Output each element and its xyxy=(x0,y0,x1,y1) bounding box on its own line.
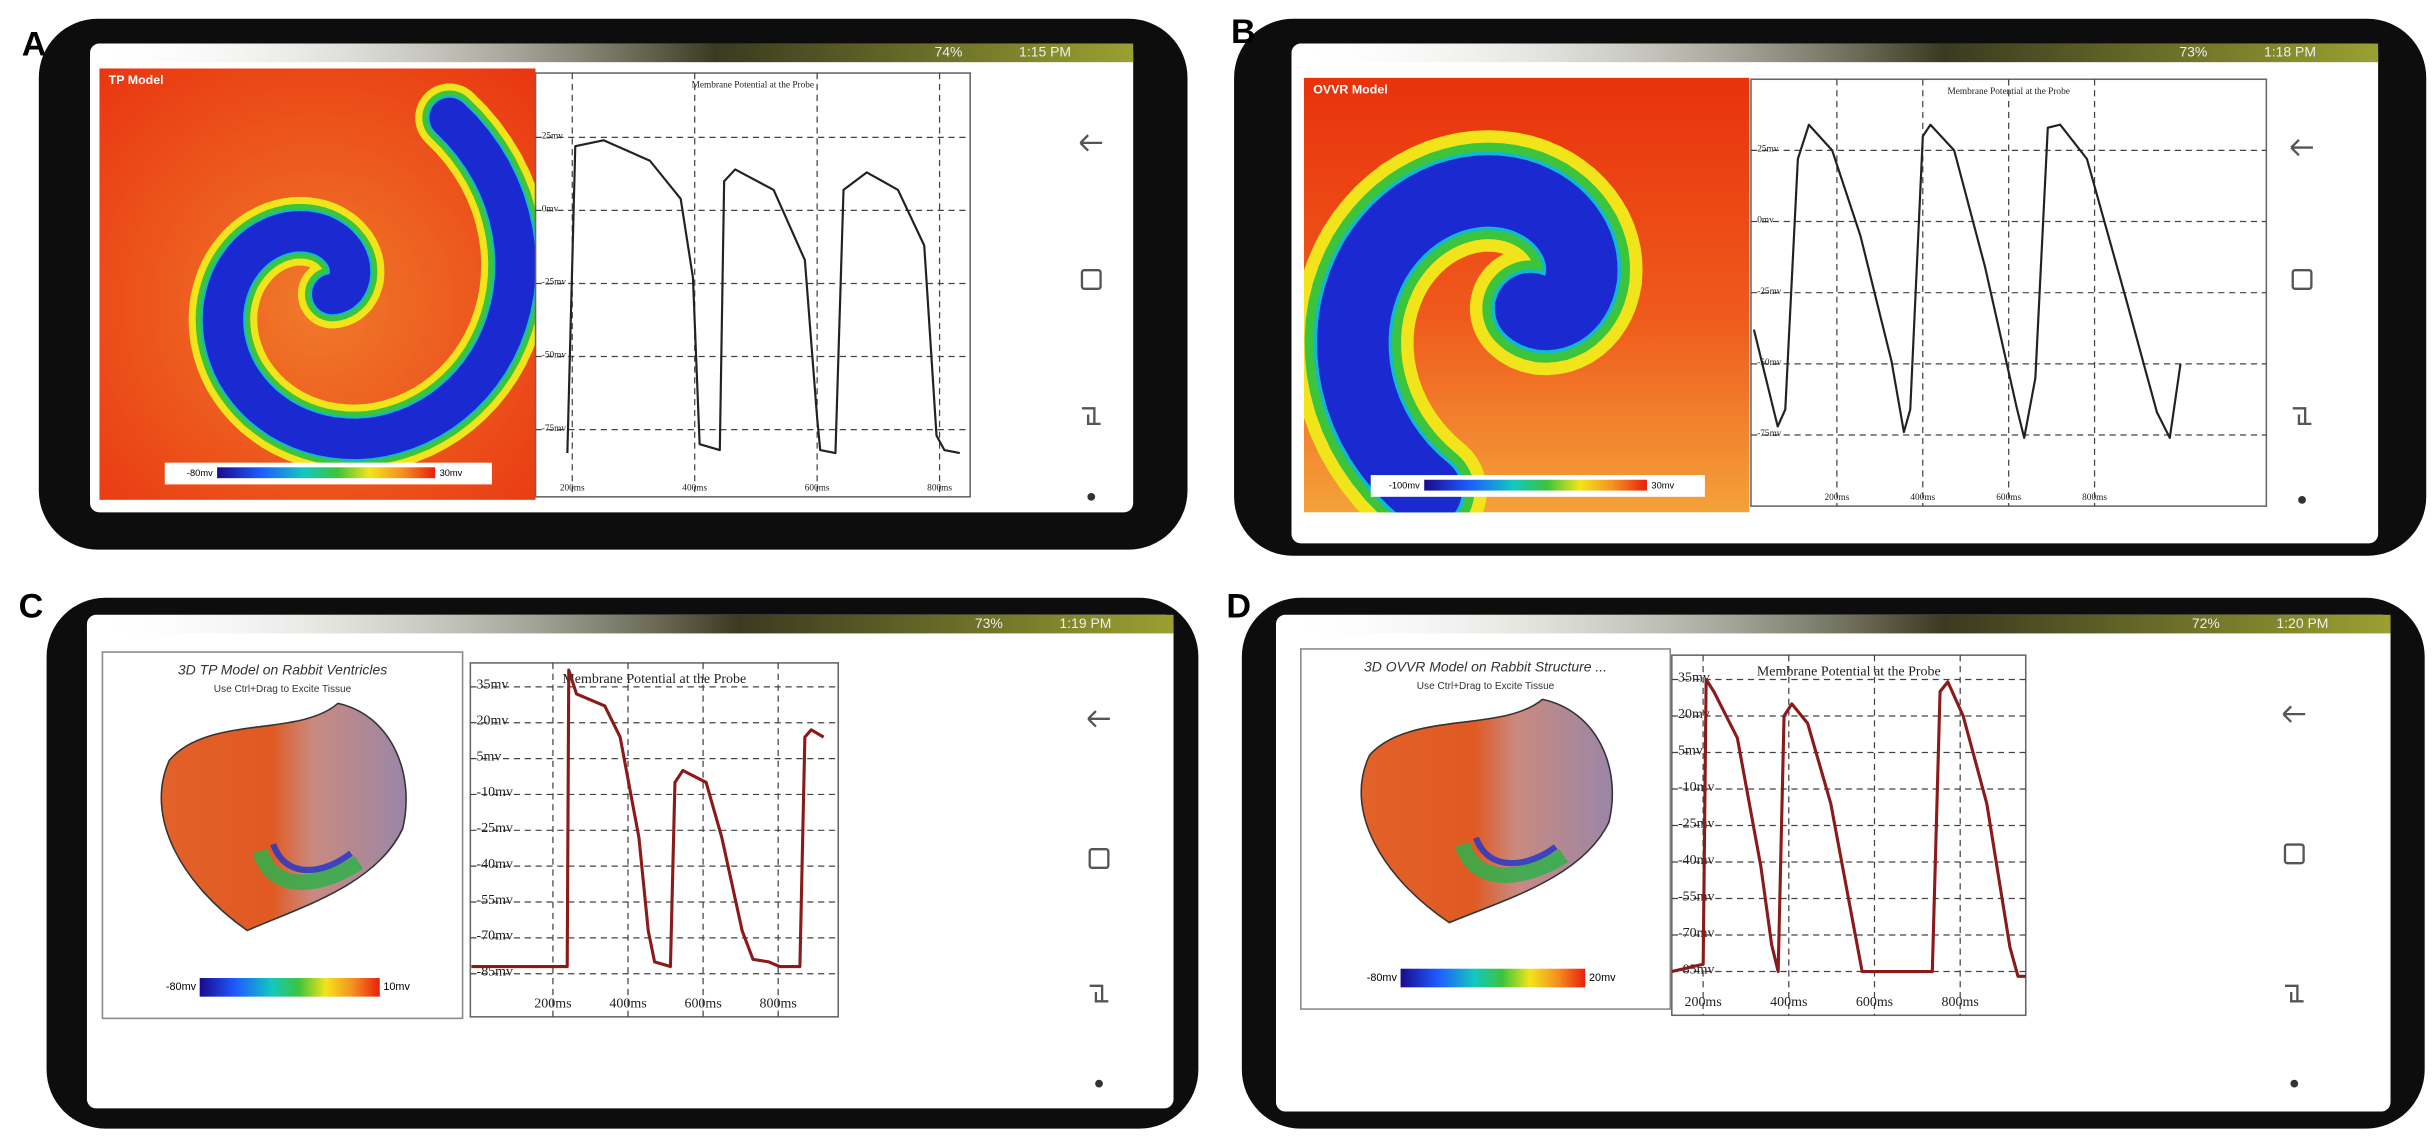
colorbar-max: 10mv xyxy=(383,981,410,993)
x-tick-label: 400ms xyxy=(682,484,707,494)
x-tick-label: 400ms xyxy=(1910,493,1935,503)
status-battery: 72% xyxy=(2192,615,2220,631)
panel-label: C xyxy=(19,588,44,626)
status-time: 1:19 PM xyxy=(1059,615,1111,631)
y-tick-label: -25mv xyxy=(477,821,513,836)
colorbar xyxy=(1401,969,1586,988)
colorbar xyxy=(1424,480,1647,491)
x-tick-label: 200ms xyxy=(560,484,585,494)
colorbar-min: -100mv xyxy=(1389,480,1420,490)
x-tick-label: 800ms xyxy=(760,996,797,1011)
figure: 74% 1:15 PM A -80mv 30mv TP Model Membrane Pot… xyxy=(0,0,2434,1138)
y-tick-label: -25mv xyxy=(1757,287,1782,297)
colorbar-min: -80mv xyxy=(166,981,197,993)
chart-title: Membrane Potential at the Probe xyxy=(692,81,814,91)
colorbar-max: 30mv xyxy=(440,468,463,478)
page: {"panels":[ {"label":"A","battery":"74%"… xyxy=(0,0,2434,1138)
colorbar-min: -80mv xyxy=(1367,972,1398,984)
y-tick-label: -40mv xyxy=(477,857,513,872)
nav-dot xyxy=(1095,1080,1103,1088)
model-subtitle: Use Ctrl+Drag to Excite Tissue xyxy=(214,684,352,695)
x-tick-label: 600ms xyxy=(1856,995,1893,1010)
y-tick-label: -10mv xyxy=(1678,780,1714,795)
nav-dot xyxy=(2298,496,2306,504)
panel-label: D xyxy=(1226,588,1251,626)
nav-dot xyxy=(1087,493,1095,501)
status-time: 1:20 PM xyxy=(2276,615,2328,631)
x-tick-label: 200ms xyxy=(534,996,571,1011)
nav-dot xyxy=(2290,1080,2298,1088)
y-tick-label: 5mv xyxy=(477,749,502,764)
model-title: 3D OVVR Model on Rabbit Structure ... xyxy=(1364,658,1607,674)
plot-frame xyxy=(536,73,971,497)
plot-frame xyxy=(470,663,838,1017)
y-tick-label: 0mv xyxy=(1757,216,1774,226)
y-tick-label: -75mv xyxy=(542,424,567,434)
y-tick-label: -40mv xyxy=(1678,853,1714,868)
model-title: 3D TP Model on Rabbit Ventricles xyxy=(178,661,387,677)
status-time: 1:15 PM xyxy=(1019,44,1071,60)
model-title: OVVR Model xyxy=(1313,82,1387,96)
y-tick-label: -25mv xyxy=(1678,816,1714,831)
colorbar xyxy=(200,978,380,997)
status-bar xyxy=(1276,615,2391,634)
colorbar-max: 20mv xyxy=(1589,972,1616,984)
y-tick-label: 5mv xyxy=(1678,743,1703,758)
y-tick-label: 0mv xyxy=(542,205,559,215)
chart-title: Membrane Potential at the Probe xyxy=(1757,664,1941,679)
x-tick-label: 800ms xyxy=(927,484,952,494)
tissue-map xyxy=(99,68,535,500)
x-tick-label: 600ms xyxy=(1996,493,2021,503)
y-tick-label: -25mv xyxy=(542,278,567,288)
plot-frame xyxy=(1672,655,2026,1015)
status-bar xyxy=(90,44,1133,63)
x-tick-label: 600ms xyxy=(805,484,830,494)
model-subtitle: Use Ctrl+Drag to Excite Tissue xyxy=(1417,681,1555,692)
chart-title: Membrane Potential at the Probe xyxy=(562,672,746,687)
colorbar xyxy=(217,467,435,478)
y-tick-label: -50mv xyxy=(542,351,567,361)
y-tick-label: 20mv xyxy=(477,714,509,729)
status-time: 1:18 PM xyxy=(2264,44,2316,60)
x-tick-label: 800ms xyxy=(1942,995,1979,1010)
y-tick-label: -75mv xyxy=(1757,429,1782,439)
colorbar-max: 30mv xyxy=(1651,480,1674,490)
status-battery: 74% xyxy=(934,44,962,60)
status-battery: 73% xyxy=(975,615,1003,631)
y-tick-label: -55mv xyxy=(477,893,513,908)
x-tick-label: 200ms xyxy=(1684,995,1721,1010)
y-tick-label: -70mv xyxy=(1678,926,1714,941)
panel-label: A xyxy=(22,26,47,64)
y-tick-label: -10mv xyxy=(477,785,513,800)
colorbar-min: -80mv xyxy=(187,468,213,478)
x-tick-label: 800ms xyxy=(2082,493,2107,503)
y-tick-label: 25mv xyxy=(542,132,564,142)
x-tick-label: 400ms xyxy=(609,996,646,1011)
tissue-map xyxy=(1304,78,1750,513)
y-tick-label: -70mv xyxy=(477,929,513,944)
x-tick-label: 200ms xyxy=(1824,493,1849,503)
status-bar xyxy=(1292,44,2379,63)
status-battery: 73% xyxy=(2179,44,2207,60)
status-bar xyxy=(87,615,1174,634)
y-tick-label: -55mv xyxy=(1678,889,1714,904)
y-tick-label: 35mv xyxy=(477,678,509,693)
y-tick-label: 25mv xyxy=(1757,145,1779,155)
model-title: TP Model xyxy=(109,73,164,87)
x-tick-label: 600ms xyxy=(684,996,721,1011)
x-tick-label: 400ms xyxy=(1770,995,1807,1010)
panel-label: B xyxy=(1231,13,1256,51)
